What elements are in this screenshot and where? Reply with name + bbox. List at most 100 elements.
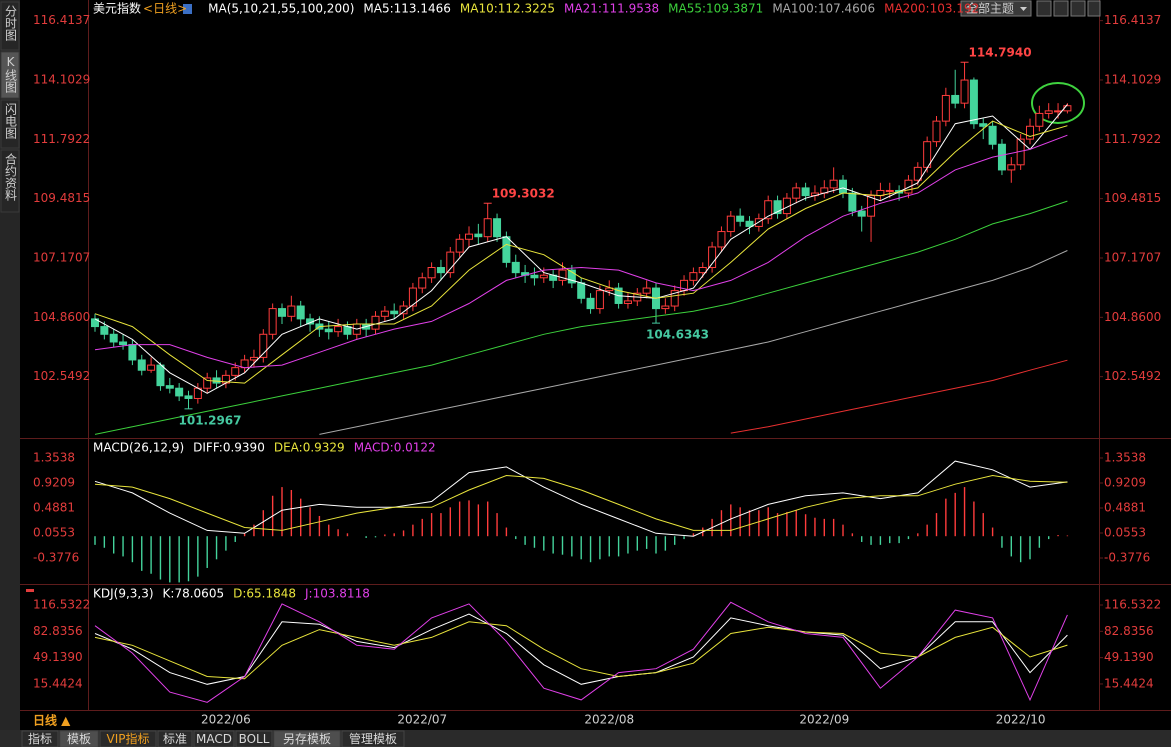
y-tick-label: 1.3538 xyxy=(1104,450,1146,464)
candle-body xyxy=(558,269,567,281)
candle-body xyxy=(371,315,380,330)
indicator-label: MA(5,10,21,55,100,200) xyxy=(208,2,354,16)
candle-body xyxy=(857,210,866,217)
candle-body xyxy=(324,328,333,333)
extreme-label: 104.6343 xyxy=(646,328,709,342)
legend-entry: MA10:112.3225 xyxy=(460,2,555,16)
side-tab-label[interactable]: 分时图 xyxy=(4,5,18,41)
candle-body xyxy=(708,246,717,269)
candle-body xyxy=(465,233,473,240)
indicator-line xyxy=(94,613,1068,685)
y-tick-label: 116.4137 xyxy=(1104,13,1161,27)
bottom-tab-label[interactable]: MACD xyxy=(196,732,232,746)
candle-body xyxy=(1054,110,1063,113)
side-tab[interactable] xyxy=(0,99,20,149)
candle-body xyxy=(109,333,118,343)
bottom-tab[interactable] xyxy=(341,730,405,747)
y-tick-label: -0.3776 xyxy=(1104,551,1150,565)
toolbar-icon[interactable] xyxy=(1036,0,1052,17)
candle-body xyxy=(913,166,922,181)
bottom-tab-label[interactable]: BOLL xyxy=(239,732,270,746)
candle-body xyxy=(502,236,511,263)
bottom-tab[interactable] xyxy=(193,730,235,747)
legend-entry: MACD:0.0122 xyxy=(354,441,436,455)
side-tab-label[interactable]: K线图 xyxy=(4,55,18,93)
theme-select[interactable] xyxy=(960,0,1032,17)
legend-entry: K:78.0605 xyxy=(163,587,225,601)
legend-entry: D:65.1848 xyxy=(233,587,296,601)
bottom-tab[interactable] xyxy=(157,730,193,747)
candle-body xyxy=(698,267,707,274)
candle-body xyxy=(259,333,268,358)
x-tick-label: 2022/10 xyxy=(996,713,1046,727)
candle-body xyxy=(801,187,810,197)
candle-body xyxy=(586,297,595,310)
side-tab-label[interactable]: 闪电图 xyxy=(4,103,18,139)
candle-body xyxy=(1007,164,1016,171)
candle-body xyxy=(296,305,305,320)
bottom-tab-label[interactable]: VIP指标 xyxy=(107,731,150,746)
candle-body xyxy=(745,220,754,227)
period-label: <日线> xyxy=(143,2,187,16)
side-tab-label[interactable]: 合约资料 xyxy=(4,152,18,201)
candle-body xyxy=(605,287,614,292)
x-tick-label: 2022/06 xyxy=(201,713,251,727)
period-button[interactable]: 日线 ▲ xyxy=(33,713,71,728)
candle-body xyxy=(988,125,997,145)
bottom-tab-label[interactable]: 指标 xyxy=(28,731,52,746)
side-tab[interactable] xyxy=(0,149,20,213)
y-tick-label: 116.5322 xyxy=(33,598,90,612)
y-tick-label: 0.9209 xyxy=(1104,475,1146,489)
candle-body xyxy=(773,200,782,215)
indicator-line xyxy=(94,621,1068,680)
y-tick-label: 102.5492 xyxy=(33,369,90,383)
theme-select-label[interactable]: 全部主题 xyxy=(966,1,1014,16)
y-tick-label: 49.1390 xyxy=(33,650,83,664)
candle-body xyxy=(642,287,651,294)
candle-body xyxy=(969,79,978,125)
bottom-tab-label[interactable]: 另存模板 xyxy=(283,732,331,746)
candle-body xyxy=(689,272,698,281)
candle-body xyxy=(493,218,502,238)
toolbar-icon[interactable] xyxy=(1087,0,1101,17)
candle-body xyxy=(754,218,763,227)
candle-body xyxy=(91,318,99,328)
candle-body xyxy=(128,344,137,361)
chart-title: MACD(26,12,9) xyxy=(93,441,184,455)
bottom-tab-label[interactable]: 模板 xyxy=(67,732,91,746)
bottom-tab[interactable] xyxy=(99,730,157,747)
side-tab[interactable] xyxy=(0,1,20,51)
bottom-tab-label[interactable]: 标准 xyxy=(163,732,187,746)
indicator-line xyxy=(94,474,1068,531)
bottom-tab[interactable] xyxy=(21,730,59,747)
y-tick-label: 49.1390 xyxy=(1104,650,1154,664)
candle-body xyxy=(287,305,296,317)
candle-body xyxy=(932,120,941,143)
y-tick-label: 116.5322 xyxy=(1104,598,1161,612)
bottom-tab[interactable] xyxy=(273,730,341,747)
candle-body xyxy=(792,187,801,199)
indicator-line xyxy=(730,359,1068,434)
candle-body xyxy=(436,267,445,274)
y-tick-label: 0.0553 xyxy=(33,526,75,540)
indicator-line xyxy=(94,200,1068,435)
candle-body xyxy=(829,179,838,189)
indicator-line xyxy=(94,104,1068,394)
bottom-tab[interactable] xyxy=(235,730,273,747)
side-tab[interactable] xyxy=(0,51,20,99)
candle-body xyxy=(1026,125,1034,140)
toolbar-icon[interactable] xyxy=(1053,0,1069,17)
candle-body xyxy=(175,387,184,397)
candle-body xyxy=(1035,112,1044,127)
candle-body xyxy=(511,261,520,274)
y-tick-label: 111.7922 xyxy=(33,132,90,146)
toolbar-icon[interactable] xyxy=(1070,0,1086,17)
bottom-tab[interactable] xyxy=(59,730,99,747)
candle-body xyxy=(661,305,670,310)
candle-body xyxy=(941,94,950,122)
candle-body xyxy=(539,274,548,279)
legend-entry: MA55:109.3871 xyxy=(668,2,763,16)
candle-body xyxy=(997,143,1006,171)
bottom-tab-label[interactable]: 管理模板 xyxy=(349,731,397,746)
